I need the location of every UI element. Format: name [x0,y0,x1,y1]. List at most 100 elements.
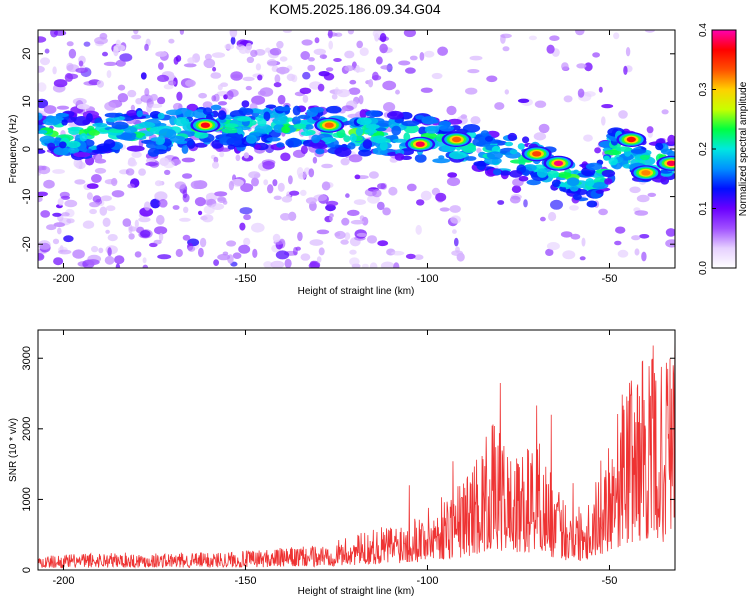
heatmap-ridge-cell [438,155,445,160]
heatmap-ridge-cell [309,107,325,113]
heatmap-noise-cell [416,199,425,206]
heatmap-noise-cell [72,97,87,106]
heatmap-ridge-cell [42,118,61,126]
heatmap-noise-cell [40,210,51,218]
heatmap-noise-cell [86,259,100,266]
colorbar-tick-label: 0.0 [698,261,709,275]
heatmap-noise-cell [504,89,509,95]
heatmap-ridge-cell [517,143,525,150]
heatmap-noise-cell [154,226,168,235]
heatmap-noise-cell [105,229,110,234]
heatmap-noise-cell [280,213,291,221]
heatmap-noise-cell [179,30,184,35]
heatmap-noise-cell [155,51,168,57]
heatmap-noise-cell [202,101,213,109]
heatmap-noise-cell [146,103,152,113]
heatmap-noise-cell [350,219,364,225]
heatmap-noise-cell [661,109,669,115]
heatmap-noise-cell [203,205,215,215]
heatmap-noise-cell [86,192,93,200]
heatmap-noise-cell [164,169,171,175]
heatmap-noise-cell [238,45,248,55]
heatmap-ridge-cell [432,158,451,164]
heatmap-noise-cell [326,200,339,207]
heatmap-noise-cell [312,156,318,164]
heatmap-ridge-cell [88,130,100,136]
heatmap-noise-cell [548,211,557,222]
heatmap-noise-cell [156,214,165,225]
heatmap-noise-cell [53,222,66,228]
heatmap-noise-cell [327,30,333,39]
heatmap-noise-cell [348,154,363,163]
snr-panel: -200 -150 -100 -50 0 1000 2000 3000 Height of … [8,329,676,597]
heatmap-noise-cell [212,66,217,72]
heatmap-noise-cell [321,163,333,169]
heatmap-noise-cell [183,63,197,68]
heatmap-noise-cell [214,191,228,197]
heatmap-noise-cell [371,75,382,81]
heatmap-noise-cell [279,56,288,62]
heatmap-noise-cell [349,257,360,266]
heatmap-noise-cell [64,199,78,208]
heatmap-noise-cell [581,237,586,247]
heatmap-noise-cell [356,232,368,237]
heatmap-ridge-cell [358,149,372,157]
y-tick-label: -10 [21,189,33,205]
heatmap-noise-cell [94,158,107,164]
heatmap-noise-cell [646,126,654,134]
heatmap-noise-cell [409,55,418,61]
heatmap-noise-cell [329,215,334,222]
heatmap-noise-cell [318,247,325,256]
heatmap-noise-cell [125,168,135,176]
heatmap-noise-cell [347,30,354,35]
heatmap-noise-cell [366,235,378,244]
heatmap-ridge-cell [315,148,325,155]
heatmap-ridge-cell [392,138,408,143]
heatmap-ridge-cell [227,144,235,150]
heatmap-noise-cell [465,87,478,95]
snr-series-line [38,330,675,569]
heatmap-noise-cell [319,54,328,59]
heatmap-ridge-cell [551,179,561,188]
heatmap-ridge-cell [586,200,598,208]
heatmap-ridge-cell [126,109,138,117]
heatmap-noise-cell [545,248,554,256]
heatmap-ridge-cell [414,154,427,163]
heatmap-noise-cell [321,181,331,191]
heatmap-noise-cell [297,231,303,242]
heatmap-noise-cell [38,196,43,203]
heatmap-ridge-cell [293,123,307,130]
heatmap-ridge-cell [92,122,108,128]
heatmap-noise-cell [300,253,311,261]
heatmap-noise-cell [226,90,234,100]
heatmap-noise-cell [288,175,293,185]
heatmap-noise-cell [213,156,219,164]
heatmap-noise-cell [286,73,296,82]
heatmap-noise-cell [182,173,193,179]
heatmap-ridge-cell [462,145,477,154]
heatmap-noise-cell [181,157,196,163]
heatmap-ridge-cell [47,142,56,151]
heatmap-noise-cell [75,67,88,73]
heatmap-noise-cell [579,256,586,261]
heatmap-noise-cell [349,79,357,85]
heatmap-noise-cell [203,58,216,69]
heatmap-ridge-cell [292,116,301,125]
heatmap-noise-cell [592,52,600,58]
heatmap-noise-cell [469,55,483,61]
heatmap-noise-cell [334,230,346,240]
colorbar-tick-label: 0.2 [698,142,709,156]
heatmap-noise-cell [584,91,596,97]
heatmap-noise-cell [105,205,116,212]
heatmap-noise-cell [467,69,480,74]
heatmap-noise-cell [534,100,547,108]
heatmap-ridge-cell [55,113,69,118]
heatmap-noise-cell [308,168,315,178]
y-tick-label: 10 [21,95,33,107]
heatmap-noise-cell [634,248,640,256]
heatmap-noise-cell [302,71,311,80]
heatmap-ridge-cell [536,168,548,178]
heatmap-noise-cell [439,207,450,212]
heatmap-noise-cell [435,192,447,202]
heatmap-ridge-cell [601,169,616,178]
